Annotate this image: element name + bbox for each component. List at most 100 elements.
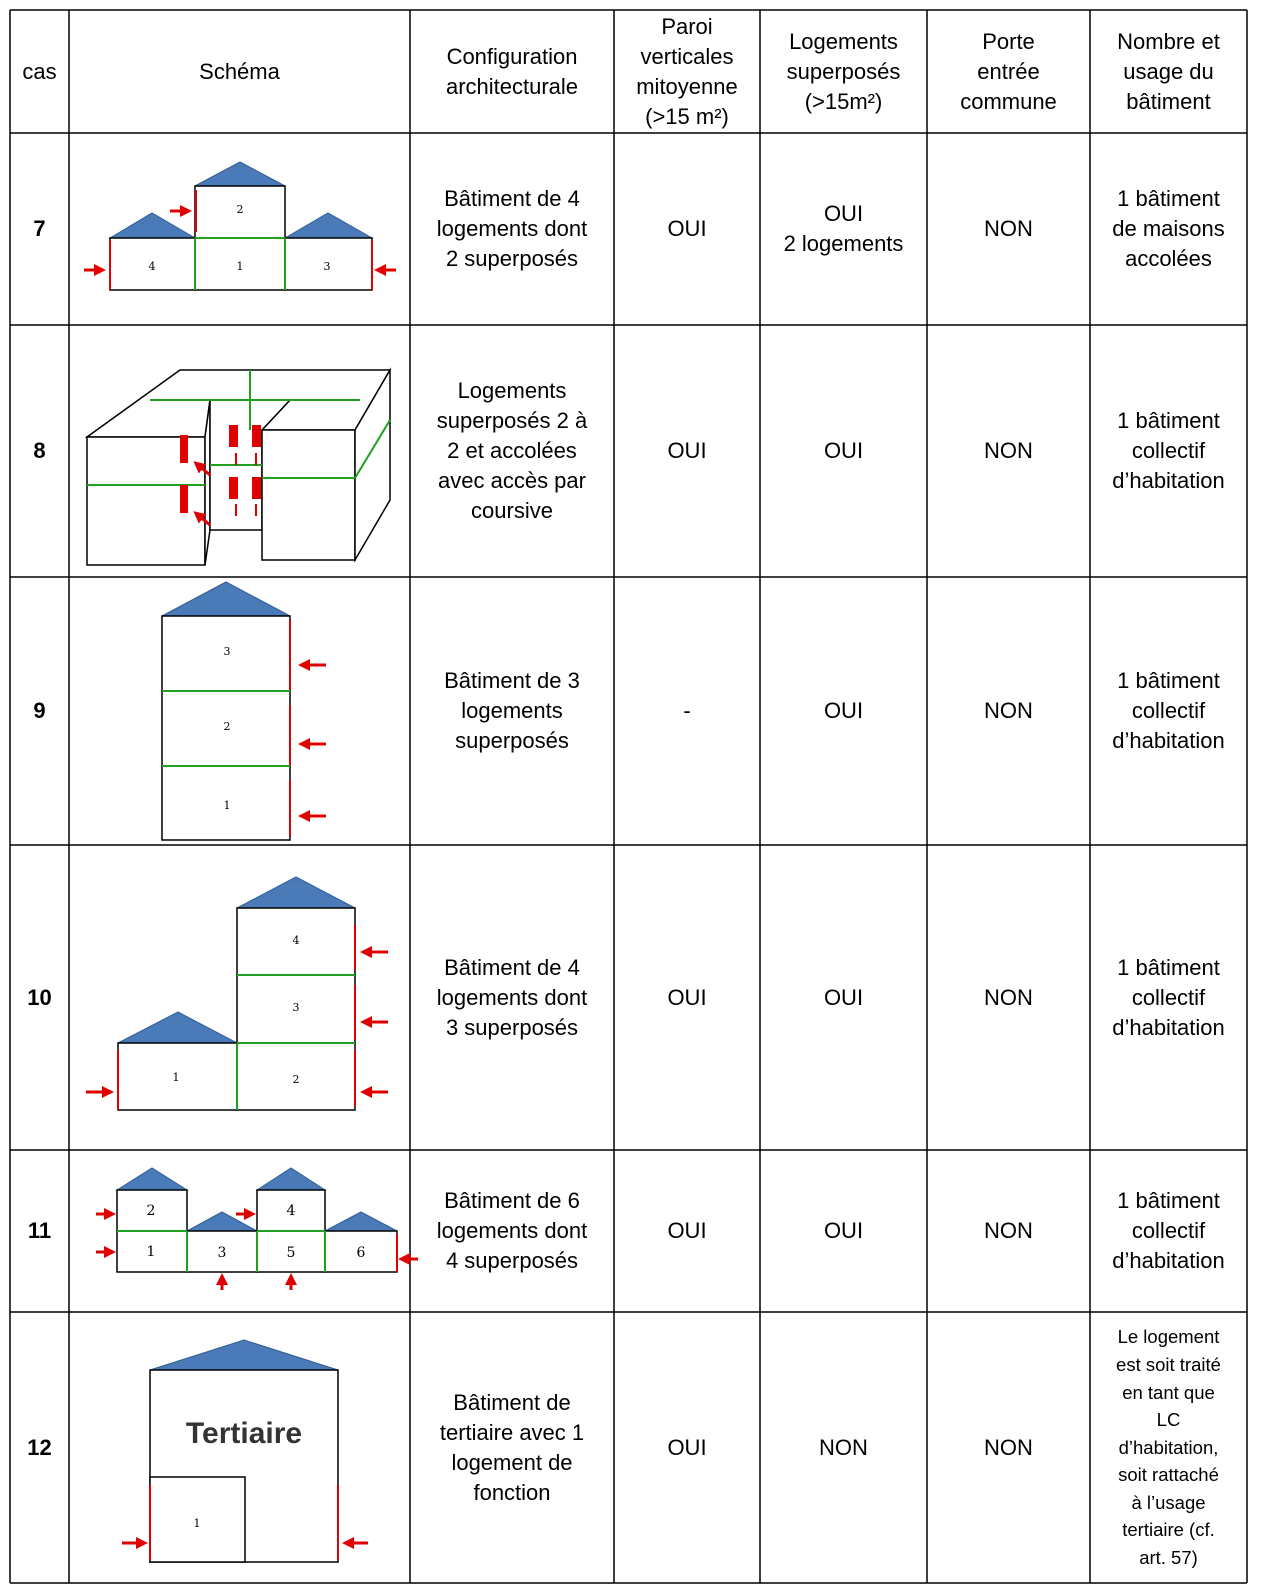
cell-text: verticales (640, 43, 734, 69)
table-cell: Schéma (69, 10, 410, 133)
table-cell: NON (927, 1150, 1090, 1312)
cell-text: Bâtiment de 4 (444, 186, 580, 211)
cell-text: Bâtiment de 4 (444, 954, 580, 980)
cell-text: 1 bâtiment (1117, 186, 1220, 211)
table-cell: cas (10, 10, 69, 133)
cell-text: accolées (1125, 246, 1212, 271)
cell-text: NON (984, 216, 1033, 241)
schema-11: 2 4 1 3 5 6 (96, 1167, 418, 1290)
cell-text: de maisons (1112, 216, 1225, 241)
cell-text: avec accès par (438, 468, 586, 493)
cell-text: (>15 m²) (645, 103, 729, 129)
cell-text: superposés (786, 58, 901, 84)
cell-text: OUI (823, 438, 864, 463)
table-grid (9, 9, 1248, 1584)
table-cell: OUI (614, 133, 760, 325)
cell-text: 12 (27, 1434, 52, 1460)
cell-text: 2 superposés (445, 246, 579, 271)
schema-label: 2 (293, 1073, 300, 1086)
cell-text: tertiaire avec 1 (439, 1419, 585, 1445)
table-cell: Bâtiment de 4 logements dont 2 superposés (410, 133, 614, 325)
cell-text: commune (960, 88, 1057, 114)
cell-text: 8 (33, 438, 46, 463)
schema-10: 4 3 1 2 (86, 876, 388, 1111)
cell-text: d’habitation (1112, 468, 1225, 493)
table-cell: 11 (10, 1150, 69, 1312)
cell-text: NON (984, 438, 1033, 463)
cell-text: LC (1156, 1409, 1181, 1431)
cell-text: logement de (451, 1449, 573, 1475)
cell-text: superposés (455, 728, 569, 753)
table-cell: NON (927, 577, 1090, 845)
table-cell: OUI (614, 1312, 760, 1583)
schema-label: 4 (293, 934, 300, 947)
cell-text: OUI (823, 984, 864, 1010)
schema-label: 3 (218, 1245, 227, 1261)
cell-text: 1 bâtiment (1117, 668, 1220, 693)
cell-text: OUI (667, 1434, 707, 1460)
cell-text: NON (984, 1434, 1033, 1460)
table-cell: Paroi verticales mitoyenne (>15 m²) (614, 10, 760, 133)
schema-label: 1 (173, 1071, 180, 1084)
cell-text: d’habitation (1112, 1014, 1225, 1040)
cell-text: art. 57) (1139, 1547, 1198, 1569)
cell-text: d’habitation (1112, 728, 1225, 753)
cell-text: Paroi (661, 13, 713, 39)
schema-12: Tertiaire 1 (122, 1339, 368, 1563)
table-cell: Porte entrée commune (927, 10, 1090, 133)
cell-text: Configuration (446, 43, 578, 69)
cell-text: Bâtiment de (453, 1389, 571, 1415)
cell-text: 3 superposés (445, 1014, 579, 1040)
table-cell: OUI (614, 325, 760, 577)
cell-text: OUI (667, 1218, 707, 1243)
cell-text: coursive (471, 498, 553, 523)
table-cell: Bâtiment de 4 logements dont 3 superposés (410, 845, 614, 1150)
cell-text: mitoyenne (636, 73, 738, 99)
table-cell: OUI 2 logements (760, 133, 927, 325)
table-cell: NON (927, 1312, 1090, 1583)
schema-label: 1 (224, 799, 231, 812)
table-cell: 1 bâtiment collectif d’habitation (1090, 845, 1247, 1150)
cell-text: collectif (1131, 1218, 1206, 1243)
cell-text: en tant que (1122, 1381, 1215, 1403)
cell-text: logements dont (436, 984, 588, 1010)
cell-text: d’habitation (1112, 1248, 1225, 1273)
table-cell: 7 (10, 133, 69, 325)
cell-text: collectif (1131, 698, 1206, 723)
table-cell: NON (927, 325, 1090, 577)
cell-text: NON (984, 698, 1033, 723)
cell-text: 2 et accolées (447, 438, 577, 463)
schema-label: 6 (357, 1245, 366, 1261)
table-cell: Bâtiment de tertiaire avec 1 logement de fo… (410, 1312, 614, 1583)
cell-text: OUI (667, 216, 707, 241)
cell-text: bâtiment (1126, 88, 1211, 114)
table-cell: 8 (10, 325, 69, 577)
cell-text: superposés 2 à (436, 408, 588, 433)
table-cell: NON (927, 133, 1090, 325)
cell-text: Logements (789, 28, 898, 54)
table-cell: 12 (10, 1312, 69, 1583)
schema-label: 2 (147, 1203, 156, 1219)
cell-text: d’habitation, (1118, 1436, 1219, 1458)
cell-text: 10 (27, 984, 52, 1010)
cell-text: Porte (982, 28, 1035, 54)
schema-label: 1 (147, 1244, 156, 1260)
cell-text: Logements (457, 378, 567, 403)
table-cell: - (614, 577, 760, 845)
cell-text: OUI (823, 698, 864, 723)
schema-label: 1 (194, 1517, 201, 1530)
cell-text: 1 bâtiment (1117, 954, 1220, 980)
cell-text: NON (984, 1218, 1033, 1243)
table-cell: 9 (10, 577, 69, 845)
table-cell: NON (760, 1312, 927, 1583)
cell-text: OUI (823, 1218, 864, 1243)
schema-label: 2 (224, 720, 231, 733)
cell-text: est soit traité (1116, 1353, 1221, 1375)
schema-label: Tertiaire (186, 1417, 302, 1450)
table-cell: Bâtiment de 3 logements superposés (410, 577, 614, 845)
schema-label: 1 (237, 260, 244, 273)
cell-text: - (683, 698, 691, 723)
cell-text: OUI (823, 201, 864, 226)
cell-text: 9 (33, 698, 46, 723)
